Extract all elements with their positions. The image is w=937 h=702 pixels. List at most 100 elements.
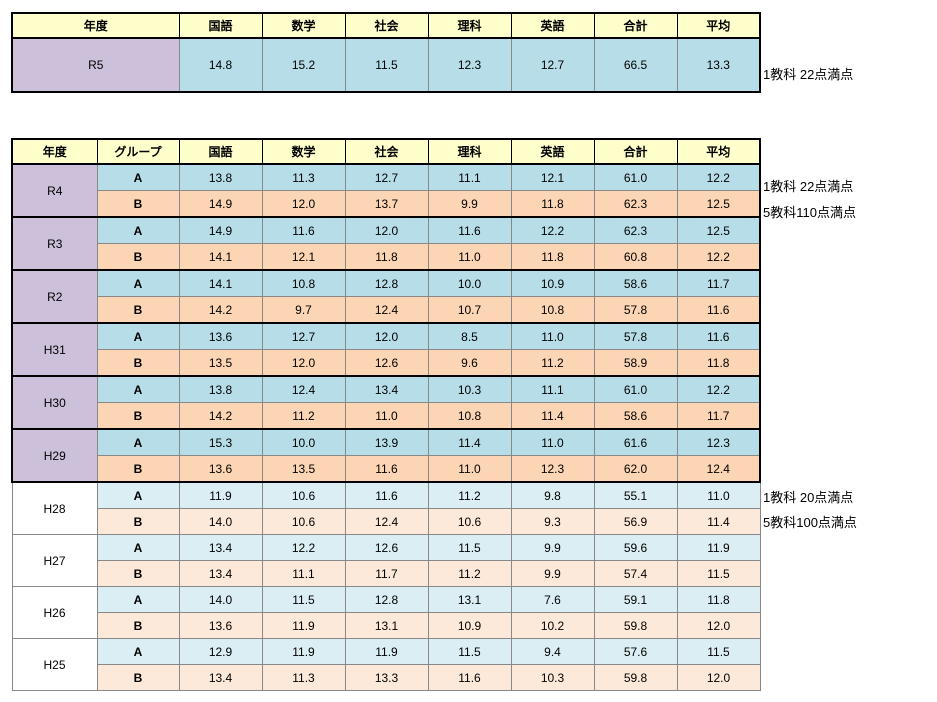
note-max-22: 1教科 22点満点 — [763, 67, 854, 82]
score-cell: 10.9 — [510, 269, 595, 297]
score-cell: 11.5 — [427, 534, 512, 561]
table-row: H29 A 15.3 10.0 13.9 11.4 11.0 61.6 12.3 — [11, 428, 761, 483]
score-cell: 13.5 — [178, 349, 263, 377]
score-cell: 7.6 — [510, 586, 595, 613]
score-cell: 14.1 — [178, 269, 263, 297]
table-row: B 14.2 11.2 11.0 10.8 11.4 58.6 11.7 — [12, 402, 761, 430]
group-cell: A — [96, 638, 180, 665]
score-cell: 14.1 — [178, 243, 263, 271]
table-row: B 14.0 10.6 12.4 10.6 9.3 56.9 11.4 — [12, 508, 761, 535]
score-cell: 12.6 — [344, 534, 429, 561]
score-cell: 10.8 — [427, 402, 512, 430]
score-cell: 11.4 — [510, 402, 595, 430]
score-cell: 13.9 — [344, 428, 429, 456]
group-cell: A — [96, 269, 180, 297]
score-cell: 13.1 — [427, 586, 512, 613]
table-header-row: 年度 国語 数学 社会 理科 英語 合計 平均 — [11, 12, 761, 39]
score-cell: 11.1 — [261, 560, 346, 587]
score-cell: 14.0 — [178, 508, 263, 535]
note-max-22-history: 1教科 22点満点 — [763, 179, 854, 194]
table-row: B 13.6 13.5 11.6 11.0 12.3 62.0 12.4 — [12, 455, 761, 483]
score-cell: 11.2 — [261, 402, 346, 430]
table-row: B 14.2 9.7 12.4 10.7 10.8 57.8 11.6 — [12, 296, 761, 324]
score-cell: 56.9 — [593, 508, 678, 535]
score-cell: 12.3 — [427, 37, 512, 93]
score-cell: 10.9 — [427, 612, 512, 639]
table-row: R2 A 14.1 10.8 12.8 10.0 10.9 58.6 11.7 — [11, 269, 761, 324]
year-cell: H25 — [11, 638, 98, 691]
group-cell: B — [96, 402, 180, 430]
header-cell: 平均 — [676, 138, 761, 165]
year-cell: H28 — [11, 481, 98, 535]
note-max-100-history: 5教科100点満点 — [763, 515, 857, 530]
note-max-20-history: 1教科 20点満点 — [763, 490, 854, 505]
score-cell: 13.6 — [178, 455, 263, 483]
score-cell: 13.8 — [178, 375, 263, 403]
score-cell: 10.6 — [427, 508, 512, 535]
table-row: B 13.5 12.0 12.6 9.6 11.2 58.9 11.8 — [12, 349, 761, 377]
header-cell: グループ — [96, 138, 180, 165]
group-cell: B — [96, 508, 180, 535]
year-cell: H30 — [11, 375, 98, 430]
score-cell: 59.6 — [593, 534, 678, 561]
score-cell: 11.6 — [261, 216, 346, 244]
group-cell: A — [96, 481, 180, 509]
score-cell: 11.9 — [344, 638, 429, 665]
table-row: H26 A 14.0 11.5 12.8 13.1 7.6 59.1 11.8 — [11, 586, 761, 639]
score-cell: 12.0 — [676, 664, 761, 691]
score-cell: 11.6 — [676, 296, 761, 324]
score-cell: 59.8 — [593, 612, 678, 639]
score-cell: 58.6 — [593, 269, 678, 297]
table-row: B 13.4 11.3 13.3 11.6 10.3 59.8 12.0 — [12, 664, 761, 691]
score-cell: 11.0 — [676, 481, 761, 509]
score-cell: 9.8 — [510, 481, 595, 509]
score-cell: 10.6 — [261, 481, 346, 509]
score-cell: 9.3 — [510, 508, 595, 535]
score-cell: 14.8 — [178, 37, 263, 93]
score-cell: 14.0 — [178, 586, 263, 613]
score-cell: 12.0 — [261, 190, 346, 218]
score-cell: 9.6 — [427, 349, 512, 377]
group-cell: A — [96, 163, 180, 191]
score-cell: 58.6 — [593, 402, 678, 430]
score-cell: 12.0 — [344, 216, 429, 244]
score-cell: 11.0 — [344, 402, 429, 430]
score-cell: 9.9 — [427, 190, 512, 218]
score-cell: 11.0 — [427, 243, 512, 271]
table-row: R4 A 13.8 11.3 12.7 11.1 12.1 61.0 12.2 — [11, 163, 761, 218]
table-row: B 14.9 12.0 13.7 9.9 11.8 62.3 12.5 — [12, 190, 761, 218]
score-cell: 10.8 — [510, 296, 595, 324]
score-cell: 11.6 — [344, 455, 429, 483]
score-cell: 13.4 — [344, 375, 429, 403]
score-cell: 66.5 — [593, 37, 678, 93]
score-cell: 11.7 — [676, 269, 761, 297]
table-row: R5 14.8 15.2 11.5 12.3 12.7 66.5 13.3 — [11, 37, 761, 93]
group-cell: B — [96, 560, 180, 587]
table-header-row: 年度 グループ 国語 数学 社会 理科 英語 合計 平均 — [11, 138, 761, 165]
group-cell: B — [96, 349, 180, 377]
score-cell: 12.8 — [344, 269, 429, 297]
score-cell: 62.0 — [593, 455, 678, 483]
score-cell: 11.0 — [510, 428, 595, 456]
score-cell: 62.3 — [593, 190, 678, 218]
score-cell: 59.8 — [593, 664, 678, 691]
page: { "colors": { "header_bg": "#FFFFCC", "y… — [0, 12, 937, 702]
table-row: H31 A 13.6 12.7 12.0 8.5 11.0 57.8 11.6 — [11, 322, 761, 377]
score-cell: 13.4 — [178, 534, 263, 561]
score-cell: 11.1 — [510, 375, 595, 403]
score-cell: 11.5 — [344, 37, 429, 93]
table-row: H27 A 13.4 12.2 12.6 11.5 9.9 59.6 11.9 — [11, 534, 761, 587]
score-cell: 11.6 — [676, 322, 761, 350]
score-cell: 12.2 — [676, 243, 761, 271]
group-cell: B — [96, 664, 180, 691]
score-cell: 11.5 — [676, 638, 761, 665]
score-cell: 9.9 — [510, 534, 595, 561]
year-cell: R4 — [11, 163, 98, 218]
score-cell: 14.2 — [178, 296, 263, 324]
score-cell: 9.7 — [261, 296, 346, 324]
header-cell: 合計 — [593, 138, 678, 165]
score-cell: 13.8 — [178, 163, 263, 191]
score-cell: 11.5 — [427, 638, 512, 665]
score-cell: 11.0 — [427, 455, 512, 483]
score-cell: 57.8 — [593, 296, 678, 324]
